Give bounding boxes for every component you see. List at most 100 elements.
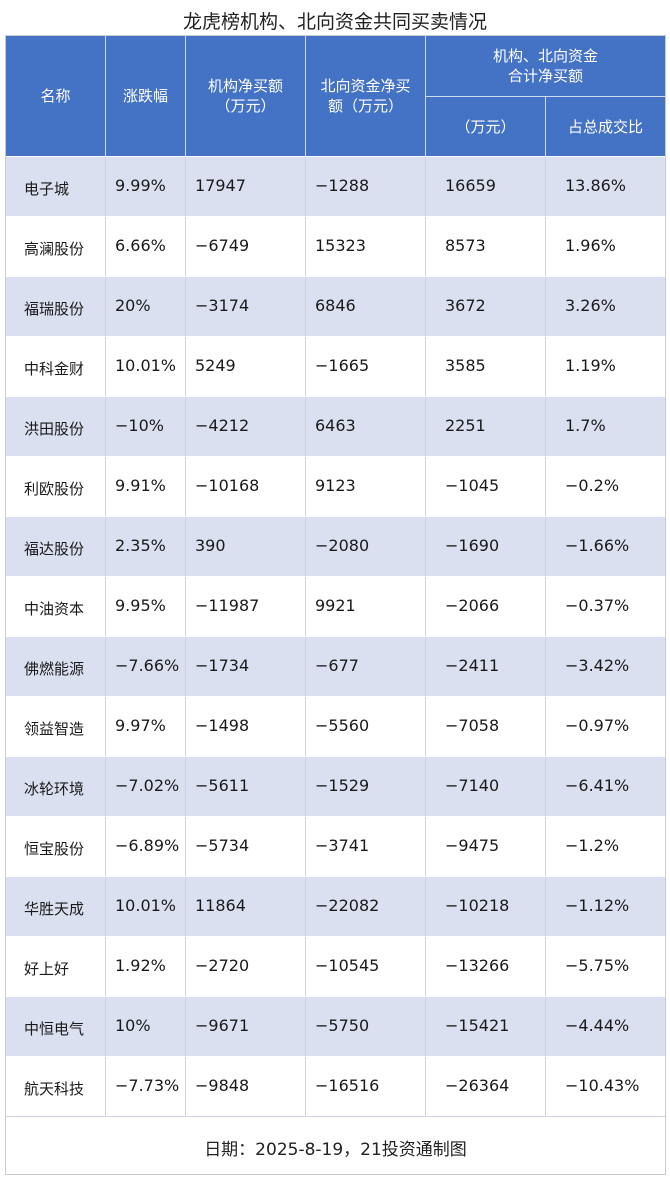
header-name: 名称 bbox=[6, 36, 106, 156]
cell-inst-net-buy: −1498 bbox=[186, 697, 306, 756]
cell-inst-net-buy: −6749 bbox=[186, 217, 306, 276]
cell-combined-net-buy: 3585 bbox=[426, 337, 546, 396]
table-row: 中油资本 9.95% −11987 9921 −2066 −0.37% bbox=[6, 576, 665, 636]
cell-north-net-buy: −1288 bbox=[306, 157, 426, 216]
cell-stock-name: 高澜股份 bbox=[6, 217, 106, 276]
header-change-label: 涨跌幅 bbox=[122, 87, 168, 105]
cell-north-net-buy: 6846 bbox=[306, 277, 426, 336]
cell-stock-name: 冰轮环境 bbox=[6, 757, 106, 816]
cell-combined-net-buy: −1045 bbox=[426, 457, 546, 516]
table-row: 中科金财 10.01% 5249 −1665 3585 1.19% bbox=[6, 336, 665, 396]
cell-turnover-ratio: −6.41% bbox=[565, 775, 630, 795]
cell-inst-net-buy: −2720 bbox=[186, 937, 306, 996]
cell-north-net-buy: −2080 bbox=[306, 517, 426, 576]
cell-change-pct: −6.89% bbox=[106, 817, 186, 876]
cell-inst-net-buy: 11864 bbox=[186, 877, 306, 936]
cell-turnover-ratio: −5.75% bbox=[565, 955, 630, 975]
table-row: 恒宝股份 −6.89% −5734 −3741 −9475 −1.2% bbox=[6, 816, 665, 876]
cell-change-pct: −7.66% bbox=[106, 637, 186, 696]
cell-north-net-buy: −3741 bbox=[306, 817, 426, 876]
cell-change-pct: 9.95% bbox=[106, 577, 186, 636]
cell-change-pct: −7.73% bbox=[106, 1057, 186, 1116]
footer-note: 日期：2025-8-19，21投资通制图 bbox=[6, 1116, 665, 1174]
cell-inst-net-buy: −1734 bbox=[186, 637, 306, 696]
cell-change-pct: −7.02% bbox=[106, 757, 186, 816]
cell-stock-name: 电子城 bbox=[6, 157, 106, 216]
cell-turnover-ratio: 13.86% bbox=[565, 175, 627, 195]
cell-stock-name: 利欧股份 bbox=[6, 457, 106, 516]
cell-inst-net-buy: −5734 bbox=[186, 817, 306, 876]
cell-combined-net-buy: 3672 bbox=[426, 277, 546, 336]
cell-stock-name: 福瑞股份 bbox=[6, 277, 106, 336]
table-row: 佛燃能源 −7.66% −1734 −677 −2411 −3.42% bbox=[6, 636, 665, 696]
header-inst: 机构净买额 （万元） bbox=[186, 36, 306, 156]
cell-change-pct: 20% bbox=[106, 277, 186, 336]
cell-inst-net-buy: −3174 bbox=[186, 277, 306, 336]
page-title: 龙虎榜机构、北向资金共同买卖情况 bbox=[182, 11, 487, 33]
data-table: 名称 涨跌幅 机构净买额 （万元） 北向资金净买 额（万元） 机构、北向资金 合… bbox=[5, 35, 666, 1175]
table-row: 高澜股份 6.66% −6749 15323 8573 1.96% bbox=[6, 216, 665, 276]
cell-turnover-ratio: −1.66% bbox=[565, 535, 630, 555]
cell-combined-net-buy: 2251 bbox=[426, 397, 546, 456]
cell-turnover-ratio: −10.43% bbox=[565, 1075, 640, 1095]
cell-stock-name: 恒宝股份 bbox=[6, 817, 106, 876]
cell-inst-net-buy: −5611 bbox=[186, 757, 306, 816]
table-row: 冰轮环境 −7.02% −5611 −1529 −7140 −6.41% bbox=[6, 756, 665, 816]
header-combined-ratio-label: 占总成交比 bbox=[567, 117, 643, 136]
header-change: 涨跌幅 bbox=[106, 36, 186, 156]
header-combined-label: 机构、北向资金 合计净买额 bbox=[492, 47, 598, 85]
cell-north-net-buy: −1665 bbox=[306, 337, 426, 396]
cell-combined-net-buy: −10218 bbox=[426, 877, 546, 936]
header-combined-amount: （万元） bbox=[426, 97, 546, 156]
cell-combined-net-buy: −2411 bbox=[426, 637, 546, 696]
cell-change-pct: −10% bbox=[106, 397, 186, 456]
cell-north-net-buy: −5560 bbox=[306, 697, 426, 756]
cell-turnover-ratio: −0.2% bbox=[565, 475, 620, 495]
header-north-label: 北向资金净买 额（万元） bbox=[320, 77, 411, 115]
cell-inst-net-buy: 390 bbox=[186, 517, 306, 576]
table-row: 领益智造 9.97% −1498 −5560 −7058 −0.97% bbox=[6, 696, 665, 756]
table-row: 好上好 1.92% −2720 −10545 −13266 −5.75% bbox=[6, 936, 665, 996]
cell-combined-net-buy: −1690 bbox=[426, 517, 546, 576]
table-row: 福达股份 2.35% 390 −2080 −1690 −1.66% bbox=[6, 516, 665, 576]
cell-turnover-ratio: 1.7% bbox=[565, 415, 606, 435]
cell-combined-net-buy: −7058 bbox=[426, 697, 546, 756]
cell-turnover-ratio: 1.19% bbox=[565, 355, 616, 375]
table-row: 洪田股份 −10% −4212 6463 2251 1.7% bbox=[6, 396, 665, 456]
table-header: 名称 涨跌幅 机构净买额 （万元） 北向资金净买 额（万元） 机构、北向资金 合… bbox=[6, 36, 665, 156]
cell-combined-net-buy: 8573 bbox=[426, 217, 546, 276]
cell-combined-net-buy: −9475 bbox=[426, 817, 546, 876]
cell-combined-net-buy: −13266 bbox=[426, 937, 546, 996]
cell-inst-net-buy: −10168 bbox=[186, 457, 306, 516]
cell-north-net-buy: 9921 bbox=[306, 577, 426, 636]
cell-turnover-ratio: 3.26% bbox=[565, 295, 616, 315]
cell-combined-net-buy: 16659 bbox=[426, 157, 546, 216]
cell-change-pct: 9.91% bbox=[106, 457, 186, 516]
cell-stock-name: 佛燃能源 bbox=[6, 637, 106, 696]
table-row: 电子城 9.99% 17947 −1288 16659 13.86% bbox=[6, 156, 665, 216]
cell-north-net-buy: −16516 bbox=[306, 1057, 426, 1116]
cell-combined-net-buy: −26364 bbox=[426, 1057, 546, 1116]
cell-turnover-ratio: −3.42% bbox=[565, 655, 630, 675]
cell-inst-net-buy: −9848 bbox=[186, 1057, 306, 1116]
cell-combined-net-buy: −15421 bbox=[426, 997, 546, 1056]
header-combined-amount-label: （万元） bbox=[455, 117, 516, 136]
cell-change-pct: 2.35% bbox=[106, 517, 186, 576]
cell-change-pct: 10.01% bbox=[106, 337, 186, 396]
cell-inst-net-buy: −9671 bbox=[186, 997, 306, 1056]
cell-inst-net-buy: 17947 bbox=[186, 157, 306, 216]
cell-stock-name: 中科金财 bbox=[6, 337, 106, 396]
cell-change-pct: 6.66% bbox=[106, 217, 186, 276]
cell-north-net-buy: −22082 bbox=[306, 877, 426, 936]
cell-inst-net-buy: 5249 bbox=[186, 337, 306, 396]
cell-stock-name: 福达股份 bbox=[6, 517, 106, 576]
table-row: 中恒电气 10% −9671 −5750 −15421 −4.44% bbox=[6, 996, 665, 1056]
cell-north-net-buy: −1529 bbox=[306, 757, 426, 816]
cell-north-net-buy: −5750 bbox=[306, 997, 426, 1056]
cell-stock-name: 洪田股份 bbox=[6, 397, 106, 456]
cell-turnover-ratio: −1.12% bbox=[565, 895, 630, 915]
header-north: 北向资金净买 额（万元） bbox=[306, 36, 426, 156]
cell-combined-net-buy: −7140 bbox=[426, 757, 546, 816]
cell-change-pct: 9.99% bbox=[106, 157, 186, 216]
table-row: 利欧股份 9.91% −10168 9123 −1045 −0.2% bbox=[6, 456, 665, 516]
